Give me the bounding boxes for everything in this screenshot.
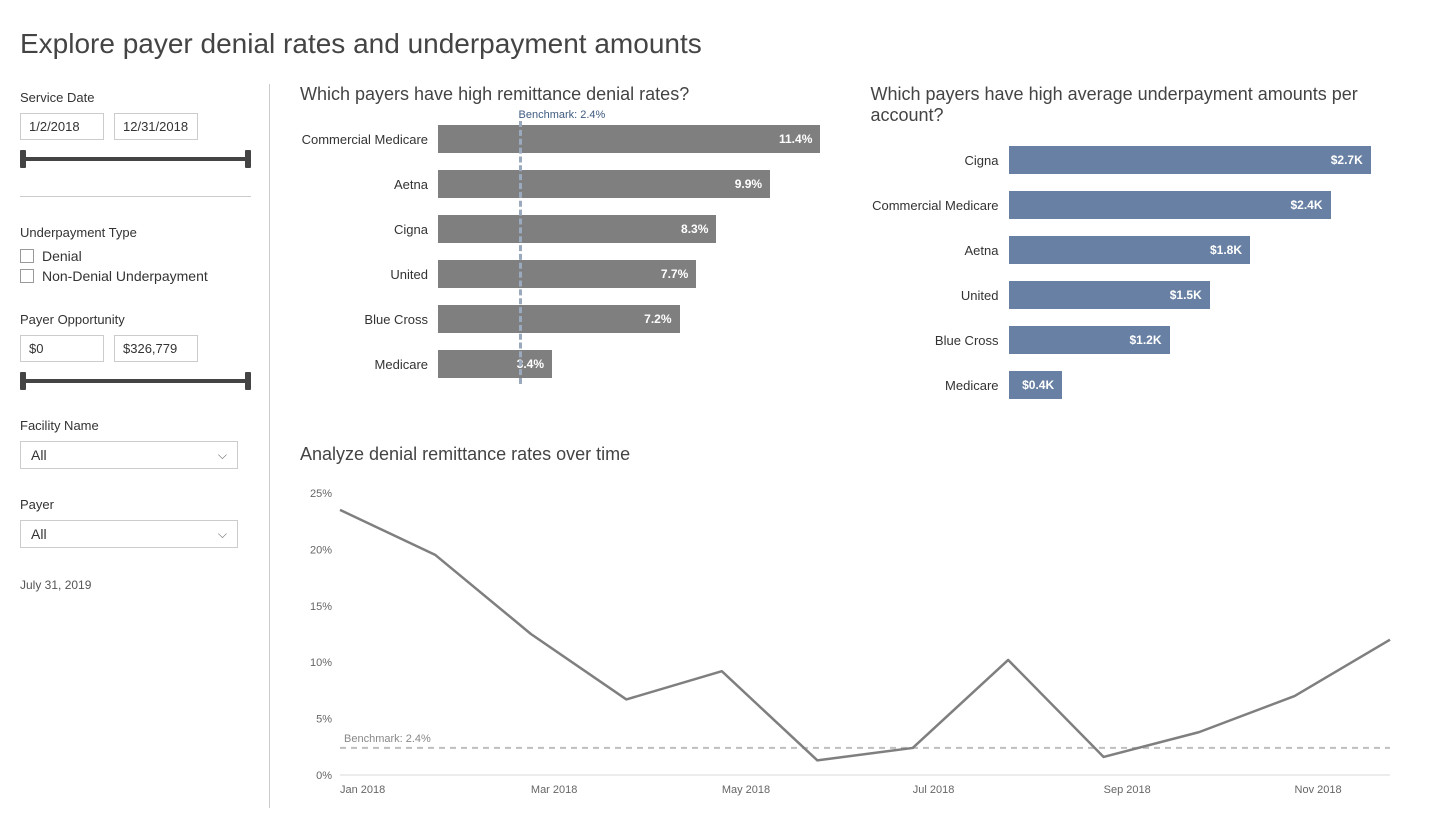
underpayment-chart: Which payers have high average underpaym… <box>871 84 1412 414</box>
x-tick-label: Mar 2018 <box>531 784 577 796</box>
denial-chart-title: Which payers have high remittance denial… <box>300 84 841 105</box>
bar-row[interactable]: Commercial Medicare$2.4K <box>871 189 1412 221</box>
bar-fill: 3.4% <box>438 350 552 378</box>
time-chart-title: Analyze denial remittance rates over tim… <box>300 444 1411 465</box>
checkbox-icon <box>20 269 34 283</box>
bar-row[interactable]: Aetna9.9% <box>300 168 841 200</box>
page-title: Explore payer denial rates and underpaym… <box>20 28 1411 60</box>
bar-label: Blue Cross <box>871 333 1009 348</box>
checkbox-label: Non-Denial Underpayment <box>42 268 208 284</box>
y-tick-label: 15% <box>310 601 332 613</box>
facility-name-label: Facility Name <box>20 418 251 433</box>
bar-label: Medicare <box>871 378 1009 393</box>
x-tick-label: Nov 2018 <box>1295 784 1342 796</box>
facility-name-filter: Facility Name All ⌵ <box>20 418 251 469</box>
bar-row[interactable]: Medicare$0.4K <box>871 369 1412 401</box>
bar-row[interactable]: Commercial Medicare11.4% <box>300 123 841 155</box>
bar-row[interactable]: Medicare3.4% <box>300 348 841 380</box>
divider <box>20 196 251 197</box>
chevron-down-icon: ⌵ <box>218 448 227 463</box>
underpayment-type-label: Underpayment Type <box>20 225 251 240</box>
y-tick-label: 20% <box>310 544 332 556</box>
bar-fill: $1.8K <box>1009 236 1251 264</box>
y-tick-label: 25% <box>310 488 332 500</box>
benchmark-label: Benchmark: 2.4% <box>519 109 606 121</box>
y-tick-label: 10% <box>310 657 332 669</box>
facility-name-value: All <box>31 447 47 463</box>
bar-label: United <box>300 267 438 282</box>
payer-value: All <box>31 526 47 542</box>
payer-label: Payer <box>20 497 251 512</box>
checkbox-denial[interactable]: Denial <box>20 248 251 264</box>
time-series-chart: Analyze denial remittance rates over tim… <box>300 444 1411 808</box>
bar-fill: $1.2K <box>1009 326 1170 354</box>
bar-label: Blue Cross <box>300 312 438 327</box>
underpayment-chart-title: Which payers have high average underpaym… <box>871 84 1412 126</box>
bar-row[interactable]: United$1.5K <box>871 279 1412 311</box>
facility-name-select[interactable]: All ⌵ <box>20 441 238 469</box>
bar-row[interactable]: Blue Cross7.2% <box>300 303 841 335</box>
payer-filter: Payer All ⌵ <box>20 497 251 548</box>
checkbox-label: Denial <box>42 248 82 264</box>
service-date-label: Service Date <box>20 90 251 105</box>
bar-fill: 9.9% <box>438 170 770 198</box>
denial-rate-chart: Which payers have high remittance denial… <box>300 84 841 414</box>
service-date-slider[interactable] <box>20 150 251 168</box>
checkbox-icon <box>20 249 34 263</box>
trend-line <box>340 510 1390 760</box>
service-date-from-input[interactable] <box>20 113 104 140</box>
bar-fill: 8.3% <box>438 215 716 243</box>
bar-row[interactable]: Cigna8.3% <box>300 213 841 245</box>
underpayment-type-filter: Underpayment Type Denial Non-Denial Unde… <box>20 225 251 284</box>
bar-row[interactable]: Blue Cross$1.2K <box>871 324 1412 356</box>
chevron-down-icon: ⌵ <box>218 527 227 542</box>
payer-select[interactable]: All ⌵ <box>20 520 238 548</box>
bar-label: Cigna <box>300 222 438 237</box>
bar-label: Commercial Medicare <box>300 132 438 147</box>
bar-label: Aetna <box>300 177 438 192</box>
bar-label: Aetna <box>871 243 1009 258</box>
bar-fill: $0.4K <box>1009 371 1063 399</box>
bar-fill: $2.7K <box>1009 146 1371 174</box>
bar-label: Commercial Medicare <box>871 198 1009 213</box>
payer-opportunity-from-input[interactable] <box>20 335 104 362</box>
x-tick-label: Jul 2018 <box>913 784 955 796</box>
payer-opportunity-filter: Payer Opportunity <box>20 312 251 390</box>
main-content: Which payers have high remittance denial… <box>270 84 1411 808</box>
bar-label: Medicare <box>300 357 438 372</box>
payer-opportunity-to-input[interactable] <box>114 335 198 362</box>
bar-fill: 7.7% <box>438 260 696 288</box>
bar-fill: 7.2% <box>438 305 680 333</box>
benchmark-line <box>519 121 522 384</box>
x-tick-label: May 2018 <box>722 784 770 796</box>
bar-row[interactable]: Cigna$2.7K <box>871 144 1412 176</box>
y-tick-label: 5% <box>316 714 332 726</box>
filter-sidebar: Service Date Underpayment Type Denial <box>20 84 270 808</box>
checkbox-non-denial[interactable]: Non-Denial Underpayment <box>20 268 251 284</box>
bar-fill: $1.5K <box>1009 281 1210 309</box>
bar-row[interactable]: United7.7% <box>300 258 841 290</box>
bar-label: Cigna <box>871 153 1009 168</box>
report-date: July 31, 2019 <box>20 578 251 592</box>
benchmark-label: Benchmark: 2.4% <box>344 733 431 745</box>
service-date-to-input[interactable] <box>114 113 198 140</box>
x-tick-label: Sep 2018 <box>1104 784 1151 796</box>
bar-row[interactable]: Aetna$1.8K <box>871 234 1412 266</box>
bar-fill: 11.4% <box>438 125 820 153</box>
y-tick-label: 0% <box>316 770 332 782</box>
line-chart-svg: 0% 5% 10% 15% 20% 25% Jan 2018 Mar 2018 May 2018… <box>300 483 1400 803</box>
service-date-filter: Service Date <box>20 90 251 168</box>
bar-fill: $2.4K <box>1009 191 1331 219</box>
x-tick-label: Jan 2018 <box>340 784 385 796</box>
payer-opportunity-slider[interactable] <box>20 372 251 390</box>
payer-opportunity-label: Payer Opportunity <box>20 312 251 327</box>
bar-label: United <box>871 288 1009 303</box>
